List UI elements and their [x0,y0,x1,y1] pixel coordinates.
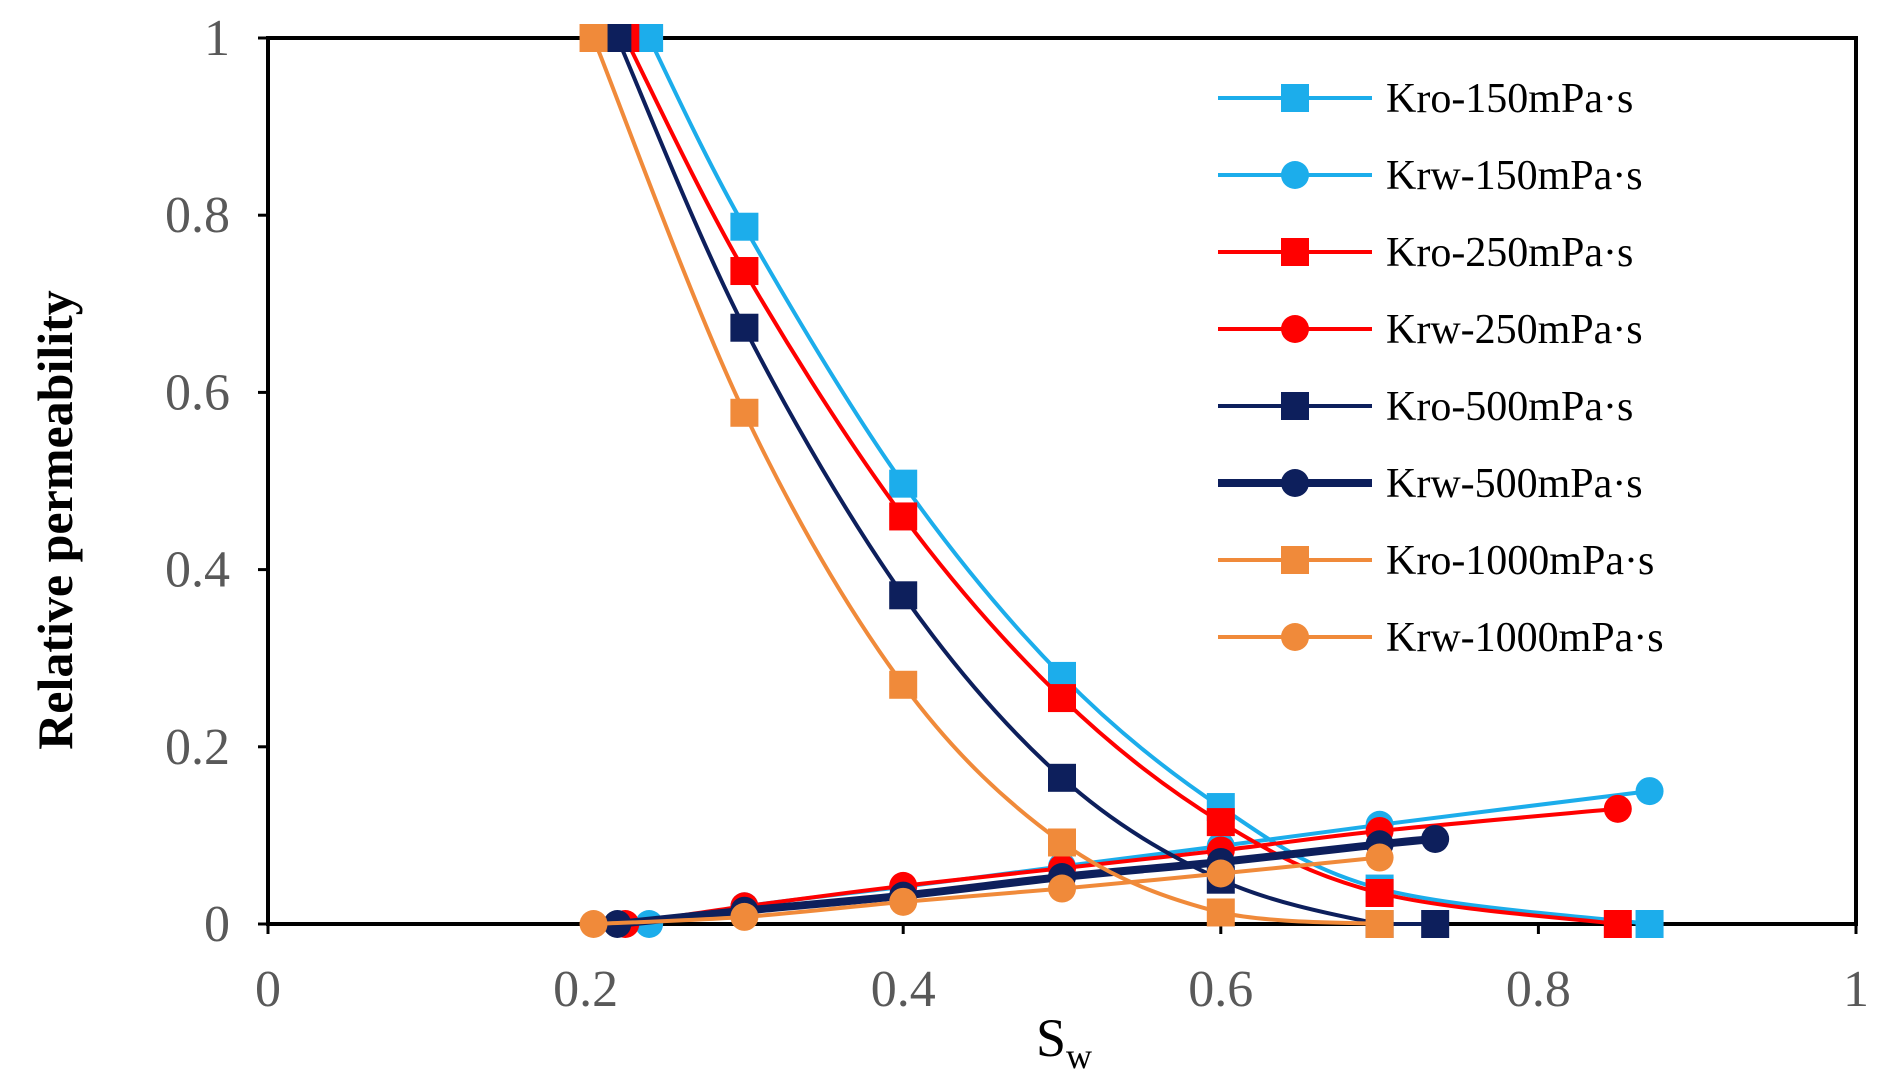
legend-label: Kro-250mPa·s [1386,230,1633,276]
legend-item: Kro-1000mPa·s [1218,538,1654,584]
data-point-square [1206,898,1235,927]
data-point-circle [1421,824,1450,853]
legend: Kro-150mPa·s Krw-150mPa·s Kro-250mPa·s Krw-… [1218,76,1664,661]
series-layer [579,24,1664,938]
legend-label: Kro-150mPa·s [1386,76,1633,122]
y-tick-label: 0 [204,896,230,953]
y-tick-label: 1 [204,10,230,67]
x-tick-label: 0.2 [553,961,618,1018]
legend-label: Krw-1000mPa·s [1386,615,1664,661]
y-tick-label: 0.8 [165,187,230,244]
axis-ticks: 0 0.2 0.4 0.6 0.8 1 0 0.2 0.4 0.6 0.8 1 [165,10,1869,1018]
data-point-square [635,24,664,52]
legend-item: Krw-1000mPa·s [1218,615,1664,661]
legend-label: Krw-500mPa·s [1386,461,1643,507]
y-tick-label: 0.6 [165,364,230,421]
y-tick-label: 0.4 [165,542,230,599]
data-point-square [1365,910,1394,938]
legend-item: Krw-150mPa·s [1218,153,1643,199]
data-point-square [1603,910,1632,938]
legend-label: Krw-250mPa·s [1386,307,1643,353]
data-point-square [730,398,759,427]
data-point-square [1206,808,1235,837]
x-tick-label: 1 [1843,961,1869,1018]
x-tick-label: 0 [255,961,281,1018]
series-kro-250mpa-s [611,24,1632,938]
data-point-circle [730,902,759,931]
data-point-square [889,670,918,699]
legend-label: Kro-500mPa·s [1386,384,1633,430]
data-point-square [1365,878,1394,907]
legend-swatch-square [1281,546,1309,574]
data-point-square [889,502,918,531]
legend-swatch-circle [1281,623,1309,651]
legend-swatch-circle [1281,315,1309,343]
legend-label: Krw-150mPa·s [1386,153,1643,199]
data-point-square [730,313,759,342]
data-point-circle [1048,874,1076,903]
legend-item: Kro-500mPa·s [1218,384,1633,430]
data-point-square [579,24,608,52]
data-point-circle [1206,859,1235,888]
legend-swatch-circle [1281,469,1309,497]
series-krw-1000mpa-s [579,843,1394,938]
data-point-square [730,212,759,241]
data-point-square [1048,684,1076,713]
legend-item: Krw-250mPa·s [1218,307,1643,353]
data-point-square [1635,910,1664,938]
data-point-circle [889,887,918,916]
series-line [591,855,1382,926]
x-axis-title: Sw [1036,1008,1092,1076]
legend-swatch-circle [1281,161,1309,189]
data-point-square [603,24,632,52]
legend-item: Kro-150mPa·s [1218,76,1633,122]
data-point-square [889,581,918,610]
y-tick-label: 0.2 [165,719,230,776]
data-point-square [889,469,918,498]
plot-area [266,36,1858,926]
x-axis-title-main: S [1036,1008,1066,1068]
data-point-square [730,257,759,286]
data-point-square [1048,763,1076,792]
x-axis-title-subscript: w [1066,1036,1092,1076]
x-tick-label: 0.4 [871,961,936,1018]
plot-border [266,36,1858,926]
legend-label: Kro-1000mPa·s [1386,538,1654,584]
data-point-square [1421,910,1450,938]
legend-item: Krw-500mPa·s [1218,461,1643,507]
data-point-square [1048,828,1076,857]
data-point-circle [1635,777,1664,806]
legend-item: Kro-250mPa·s [1218,230,1633,276]
x-tick-label: 0.8 [1506,961,1571,1018]
legend-swatch-square [1281,84,1309,112]
data-point-circle [579,910,608,938]
y-axis-title: Relative permeability [27,290,83,750]
series-kro-1000mpa-s [579,24,1394,938]
data-point-circle [1603,794,1632,823]
legend-swatch-square [1281,238,1309,266]
data-point-circle [1365,843,1394,872]
series-line [615,36,1438,926]
x-tick-label: 0.6 [1188,961,1253,1018]
legend-swatch-square [1281,392,1309,420]
